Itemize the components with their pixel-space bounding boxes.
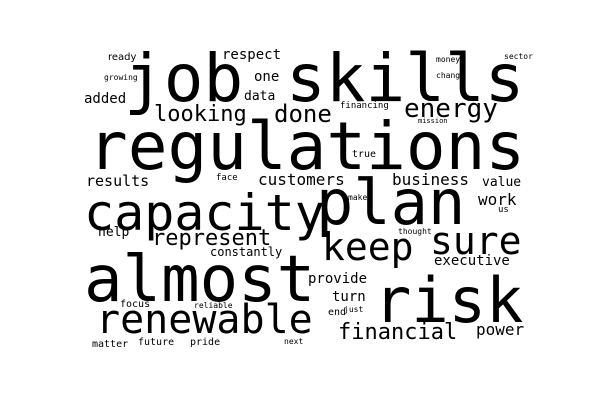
word-keep: keep xyxy=(322,225,414,269)
word-end: end xyxy=(328,307,347,318)
word-risk: risk xyxy=(374,264,524,337)
word-make: make xyxy=(348,193,368,202)
word-business: business xyxy=(392,170,470,189)
word-thought: thought xyxy=(398,227,432,236)
word-financing: financing xyxy=(340,101,389,111)
word-plan: plan xyxy=(316,166,466,239)
word-money: money xyxy=(436,55,461,64)
word-power: power xyxy=(476,320,525,339)
word-focus: focus xyxy=(120,299,151,310)
word-almost: almost xyxy=(84,243,316,317)
word-constantly: constantly xyxy=(210,245,283,259)
word-looking: looking xyxy=(154,102,247,127)
word-done: done xyxy=(274,100,332,128)
word-represent: represent xyxy=(152,226,272,251)
word-turn: turn xyxy=(332,289,366,305)
word-energy: energy xyxy=(404,94,498,124)
word-pride: pride xyxy=(190,337,221,348)
word-matter: matter xyxy=(92,339,129,350)
word-future: future xyxy=(138,337,175,348)
word-true: true xyxy=(352,149,377,160)
word-executive: executive xyxy=(434,253,510,269)
word-customers: customers xyxy=(258,170,345,189)
word-change: change xyxy=(436,71,465,80)
word-mission: mission xyxy=(418,117,448,125)
word-sure: sure xyxy=(430,219,522,263)
word-face: face xyxy=(216,173,238,183)
word-provide: provide xyxy=(308,271,368,287)
word-renewable: renewable xyxy=(96,297,313,343)
word-financial: financial xyxy=(338,320,458,345)
word-value: value xyxy=(482,175,522,190)
word-next: next xyxy=(284,337,304,346)
word-growing: growing xyxy=(104,73,138,82)
word-ready: ready xyxy=(108,52,137,63)
word-us: us xyxy=(498,205,509,215)
word-skills: skills xyxy=(286,40,525,117)
word-one: one xyxy=(254,69,280,85)
word-data: data xyxy=(244,89,276,104)
word-sector: sector xyxy=(504,52,533,61)
word-job: job xyxy=(124,40,244,117)
word-capacity: capacity xyxy=(84,184,325,242)
word-added: added xyxy=(84,91,127,107)
word-help: help xyxy=(98,225,130,240)
word-regulations: regulations xyxy=(88,108,526,185)
word-respect: respect xyxy=(222,47,282,63)
word-work: work xyxy=(478,190,517,209)
word-results: results xyxy=(86,172,150,190)
word-just: just xyxy=(344,305,364,314)
word-reliable: reliable xyxy=(194,301,233,310)
